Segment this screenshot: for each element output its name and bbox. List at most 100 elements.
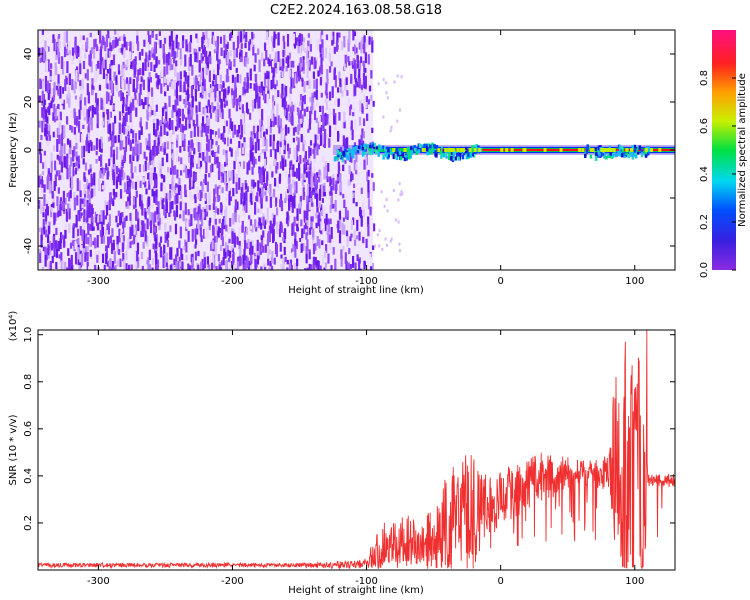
noise-cell xyxy=(334,123,337,130)
noise-cell xyxy=(228,257,231,263)
noise-cell xyxy=(390,125,393,129)
noise-cell xyxy=(65,116,69,125)
noise-cell xyxy=(140,76,143,82)
noise-cell xyxy=(194,174,197,182)
noise-cell xyxy=(132,153,135,161)
noise-cell xyxy=(47,170,50,178)
noise-cell xyxy=(305,195,309,205)
noise-cell xyxy=(219,74,222,83)
noise-cell xyxy=(149,212,152,224)
noise-cell xyxy=(293,195,296,209)
noise-cell xyxy=(279,242,282,252)
noise-cell xyxy=(282,158,285,171)
noise-cell xyxy=(243,142,246,148)
noise-cell xyxy=(131,139,135,144)
noise-cell xyxy=(38,120,41,128)
noise-cell xyxy=(278,125,281,134)
noise-cell xyxy=(47,174,50,182)
noise-cell xyxy=(39,153,42,164)
noise-cell xyxy=(223,103,226,108)
noise-cell xyxy=(187,154,191,163)
noise-cell xyxy=(252,44,255,56)
noise-cell xyxy=(360,134,363,146)
noise-cell xyxy=(133,146,136,156)
noise-cell xyxy=(144,230,147,242)
noise-cell xyxy=(343,224,346,235)
signal-blob xyxy=(392,153,396,160)
noise-cell xyxy=(83,190,87,198)
noise-cell xyxy=(163,175,166,183)
noise-cell xyxy=(300,243,303,253)
noise-cell xyxy=(205,65,208,76)
noise-cell xyxy=(40,134,43,141)
noise-cell xyxy=(275,165,278,174)
noise-cell xyxy=(97,215,100,223)
noise-cell xyxy=(114,265,117,270)
noise-cell xyxy=(272,141,275,151)
noise-cell xyxy=(266,70,269,77)
noise-cell xyxy=(216,42,219,54)
noise-cell xyxy=(321,240,324,246)
signal-blob xyxy=(479,147,483,152)
noise-cell xyxy=(284,197,287,204)
signal-blob xyxy=(381,145,385,149)
noise-cell xyxy=(87,185,90,193)
noise-cell xyxy=(99,52,102,65)
noise-cell xyxy=(319,218,322,224)
noise-cell xyxy=(200,181,203,186)
noise-cell xyxy=(175,187,178,194)
noise-cell xyxy=(302,41,305,52)
noise-cell xyxy=(321,254,325,265)
noise-cell xyxy=(286,42,289,54)
noise-cell xyxy=(98,178,101,192)
noise-cell xyxy=(315,89,318,100)
noise-cell xyxy=(87,205,90,219)
noise-cell xyxy=(93,39,96,50)
noise-cell xyxy=(206,267,209,270)
signal-blob xyxy=(585,148,589,154)
colorbar: 0.00.20.40.60.8 Normalized spectral ampl… xyxy=(699,30,748,278)
noise-cell xyxy=(146,200,149,213)
noise-cell xyxy=(314,256,317,263)
noise-cell xyxy=(297,107,300,116)
noise-cell xyxy=(232,41,235,50)
noise-cell xyxy=(116,223,119,228)
noise-cell xyxy=(382,78,385,82)
noise-cell xyxy=(233,48,236,59)
noise-cell xyxy=(200,130,203,137)
noise-cell xyxy=(178,157,181,166)
noise-cell xyxy=(201,183,204,192)
signal-blob xyxy=(439,149,442,155)
signal-blob xyxy=(341,157,345,163)
noise-cell xyxy=(58,155,62,165)
noise-cell xyxy=(234,199,238,209)
noise-cell xyxy=(107,222,111,235)
noise-cell xyxy=(50,243,53,251)
noise-cell xyxy=(309,97,312,103)
noise-cell xyxy=(60,133,64,147)
noise-cell xyxy=(101,169,104,179)
noise-cell xyxy=(130,220,133,226)
noise-cell xyxy=(283,41,286,49)
signal-blob xyxy=(426,150,429,156)
noise-cell xyxy=(214,184,217,194)
noise-cell xyxy=(208,54,211,63)
noise-cell xyxy=(271,250,274,264)
noise-cell xyxy=(313,79,316,89)
noise-cell xyxy=(249,219,253,231)
noise-cell xyxy=(75,70,78,82)
noise-cell xyxy=(354,66,357,80)
noise-cell xyxy=(212,203,215,210)
noise-cell xyxy=(260,81,263,93)
signal-blob xyxy=(465,155,469,160)
noise-cell xyxy=(290,77,293,89)
noise-cell xyxy=(210,140,213,149)
noise-cell xyxy=(262,136,265,147)
noise-cell xyxy=(77,52,80,57)
signal-spot xyxy=(603,148,607,152)
noise-cell xyxy=(123,137,126,148)
noise-cell xyxy=(109,78,112,90)
noise-cell xyxy=(206,226,209,240)
noise-cell xyxy=(173,79,176,90)
noise-cell xyxy=(80,93,83,101)
